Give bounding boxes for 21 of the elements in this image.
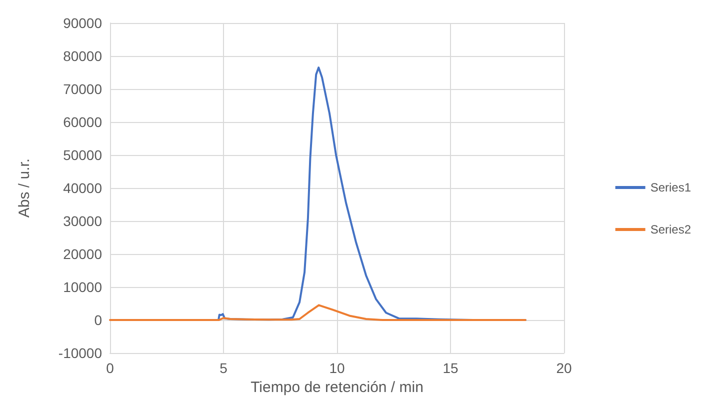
y-tick-label: 90000 [63, 15, 102, 31]
y-tick-label: 10000 [63, 279, 102, 295]
y-tick-label: 70000 [63, 81, 102, 97]
y-tick-label: 30000 [63, 213, 102, 229]
y-tick-label: -10000 [58, 345, 102, 361]
y-tick-label: 40000 [63, 180, 102, 196]
x-tick-label: 15 [442, 360, 458, 376]
legend-label: Series1 [650, 180, 692, 194]
y-axis-title: Abs / u.r. [16, 158, 33, 218]
y-tick-label: 20000 [63, 246, 102, 262]
x-axis-title: Tiempo de retención / min [250, 378, 424, 396]
x-tick-label: 5 [220, 360, 228, 376]
y-tick-label: 60000 [63, 114, 102, 130]
legend-label: Series2 [650, 222, 692, 236]
x-tick-label: 20 [556, 360, 572, 376]
x-tick-label: 10 [329, 360, 345, 376]
line-series [109, 304, 526, 321]
x-tick-label: 0 [106, 360, 114, 376]
y-tick-label: 50000 [63, 147, 102, 163]
y-tick-label: 80000 [63, 48, 102, 64]
y-tick-label: 0 [94, 312, 102, 328]
